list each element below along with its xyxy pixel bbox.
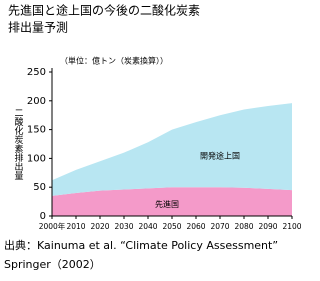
y-tick-label: 200 (27, 96, 46, 107)
y-tick-label: 150 (27, 125, 46, 136)
x-tick-label: 2010 (66, 222, 85, 231)
x-tick-label: 2090 (258, 222, 277, 231)
chart-title: 先進国と途上国の今後の二酸化炭素 (8, 3, 200, 18)
y-axis-label: 二酸化炭素排出量 (13, 108, 24, 180)
x-tick-label: 2050 (162, 222, 181, 231)
x-tick-label: 2080 (234, 222, 253, 231)
unit-label: （単位：億トン（炭素換算）） (60, 56, 168, 66)
chart-title: 排出量予測 (8, 21, 68, 35)
x-tick-label: 2070 (210, 222, 229, 231)
x-tick-label: 2020 (90, 222, 109, 231)
x-tick-label: 2100 (282, 222, 301, 231)
x-tick-label: 2060 (186, 222, 205, 231)
x-tick-label: 2000年 (39, 221, 66, 231)
x-tick-label: 2030 (114, 222, 133, 231)
series-label: 開発途上国 (200, 151, 240, 161)
y-tick-label: 250 (27, 67, 46, 78)
series-label: 先進国 (155, 199, 179, 209)
area (52, 187, 292, 216)
source: Springer（2002） (4, 258, 101, 271)
source: 出典：Kainuma et al. “Climate Policy Assess… (4, 238, 278, 252)
x-tick-label: 2040 (138, 222, 157, 231)
y-tick-label: 100 (27, 153, 46, 164)
area (52, 103, 292, 196)
y-tick-label: 50 (33, 182, 46, 193)
y-tick-label: 0 (40, 211, 46, 222)
